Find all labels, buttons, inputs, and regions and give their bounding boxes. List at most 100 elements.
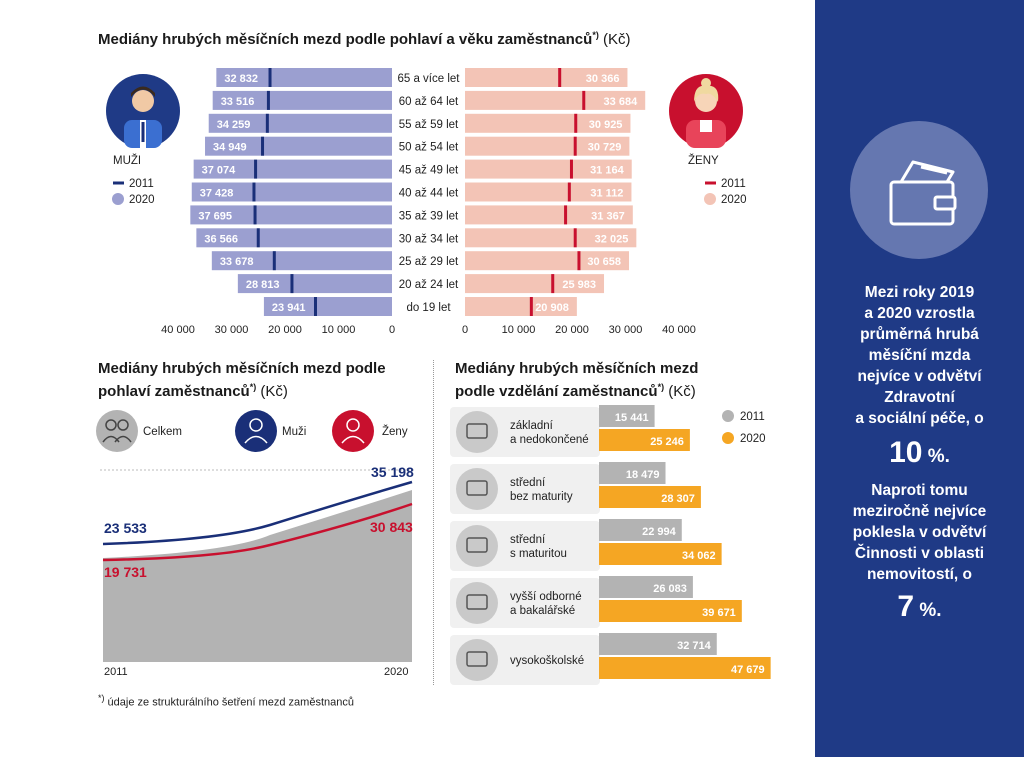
education-label-line1: střední <box>510 534 546 546</box>
edu-2020-bar <box>599 486 701 508</box>
legend-men: Muži <box>282 426 306 438</box>
total-people-icon <box>96 410 138 452</box>
women-2020-bar <box>465 297 577 316</box>
women-2011-marker <box>573 136 577 156</box>
men-2020-value-label: 34 259 <box>217 119 251 131</box>
edu-2011-value-label: 26 083 <box>653 583 687 595</box>
women-2020-bar <box>465 205 633 225</box>
edu-2011-bar <box>599 633 717 655</box>
women-line <box>102 502 413 562</box>
women-2011-marker <box>529 297 533 316</box>
edu-2020-value-label: 39 671 <box>702 607 736 619</box>
education-title-line1: Mediány hrubých měsíčních mezd <box>455 360 699 377</box>
women-axis-tick: 10 000 <box>502 324 536 336</box>
men-axis-tick: 30 000 <box>215 324 249 336</box>
icon-glyph <box>466 594 488 610</box>
education-label-line1: základní <box>510 420 554 432</box>
edu-2011-bar <box>599 405 655 427</box>
women-2020-value-label: 30 366 <box>586 73 620 85</box>
women-label: ŽENY <box>688 154 719 167</box>
men-2011-marker <box>254 159 258 179</box>
men-axis-tick: 0 <box>389 324 395 336</box>
age-category-label: do 19 let <box>406 302 451 314</box>
education-chart-title: Mediány hrubých měsíčních mezd podle vzd… <box>455 359 795 401</box>
edu-2020-value-label: 28 307 <box>661 493 695 505</box>
men-2011-marker <box>252 182 256 202</box>
men-2011-label: 23 533 <box>104 520 147 536</box>
age-category-label: 55 až 59 let <box>399 119 459 131</box>
panel-line10: poklesla v odvětví <box>852 524 987 541</box>
women-2020-value-label: 31 164 <box>590 165 625 177</box>
age-pyramid-chart: 32 832 30 366 65 a více let 33 516 33 684 60 … <box>106 68 747 336</box>
panel-line9: meziročně nejvíce <box>852 503 987 520</box>
women-2020-value-label: 25 983 <box>562 279 596 291</box>
x-label-2020: 2020 <box>384 666 408 678</box>
gender-area-chart: Celkem Muži Ženy 23 533 35 198 19 731 30… <box>96 410 415 678</box>
education-icon-4 <box>456 639 498 681</box>
panel-big-number-2: 7 <box>897 590 915 623</box>
panel-line6: Zdravotní <box>884 389 955 406</box>
women-2011-label: 19 731 <box>104 564 147 580</box>
panel-line4: měsíční mzda <box>868 347 971 364</box>
education-label-line1: střední <box>510 477 546 489</box>
edu-2020-value-label: 25 246 <box>650 436 684 448</box>
edu-legend-2011-swatch <box>722 410 734 422</box>
edu-2020-bar <box>599 543 722 565</box>
men-axis-tick: 40 000 <box>161 324 195 336</box>
women-2020-label: 30 843 <box>370 519 413 535</box>
edu-2011-value-label: 22 994 <box>642 526 677 538</box>
men-legend-2011: 2011 <box>129 178 154 190</box>
women-2011-marker <box>573 228 577 248</box>
women-legend-2020: 2020 <box>721 194 747 206</box>
women-2020-value-label: 31 367 <box>591 210 625 222</box>
legend-women: Ženy <box>382 425 408 438</box>
men-2011-marker <box>266 90 270 110</box>
icon-glyph <box>466 423 488 439</box>
icon-circle <box>456 582 498 624</box>
men-2011-marker <box>268 68 272 87</box>
men-people-icon <box>235 410 277 452</box>
women-people-icon <box>332 410 374 452</box>
panel-line1: Mezi roky 2019 <box>864 284 975 301</box>
edu-2020-value-label: 47 679 <box>731 664 765 676</box>
pyramid-title-sup: *) <box>592 30 599 40</box>
panel-line11: Činnosti v oblasti <box>854 545 985 562</box>
education-title-unit: (Kč) <box>664 383 696 400</box>
footnote-text: údaje ze strukturálního šetření mezd zam… <box>104 696 354 709</box>
education-title-line2: podle vzdělání zaměstnanců <box>455 383 658 400</box>
education-label-line2: s maturitou <box>510 548 567 560</box>
vertical-separator <box>433 360 434 685</box>
gender-title-text: Mediány hrubých měsíčních mezd podle poh… <box>98 360 386 400</box>
edu-2011-bar <box>599 576 693 598</box>
age-category-label: 65 a více let <box>397 73 460 85</box>
men-2020-bar <box>196 228 392 248</box>
men-2020-value-label: 32 832 <box>224 73 258 85</box>
women-legend-2020-swatch <box>704 193 716 205</box>
women-axis-tick: 30 000 <box>609 324 643 336</box>
women-axis-tick: 0 <box>462 324 468 336</box>
women-2011-marker <box>567 182 571 202</box>
men-2020-value-label: 37 695 <box>198 210 232 222</box>
edu-legend-2011: 2011 <box>740 411 765 423</box>
age-category-label: 60 až 64 let <box>399 96 459 108</box>
men-2020-bar <box>208 113 392 133</box>
panel-line8: Naproti tomu <box>871 482 968 499</box>
women-2011-marker <box>574 113 578 133</box>
women-2020-bar <box>465 274 605 294</box>
age-category-label: 50 až 54 let <box>399 142 459 154</box>
women-2020-value-label: 32 025 <box>595 233 629 245</box>
women-2020-value-label: 30 658 <box>587 256 621 268</box>
women-2020-value-label: 30 925 <box>589 119 623 131</box>
edu-2020-value-label: 34 062 <box>682 550 716 562</box>
women-2011-marker <box>564 205 568 225</box>
pyramid-chart-title: Mediány hrubých měsíčních mezd podle poh… <box>98 30 630 48</box>
panel-big-number-1: 10 <box>889 436 923 469</box>
men-2020-label: 35 198 <box>371 464 414 480</box>
legend-total: Celkem <box>143 426 182 438</box>
woman-avatar-icon <box>669 74 743 148</box>
education-label-line1: vyšší odborné <box>510 591 582 603</box>
icon-glyph <box>466 651 488 667</box>
men-2011-marker <box>290 274 294 294</box>
panel-line5: nejvíce v odvětví <box>857 368 982 385</box>
